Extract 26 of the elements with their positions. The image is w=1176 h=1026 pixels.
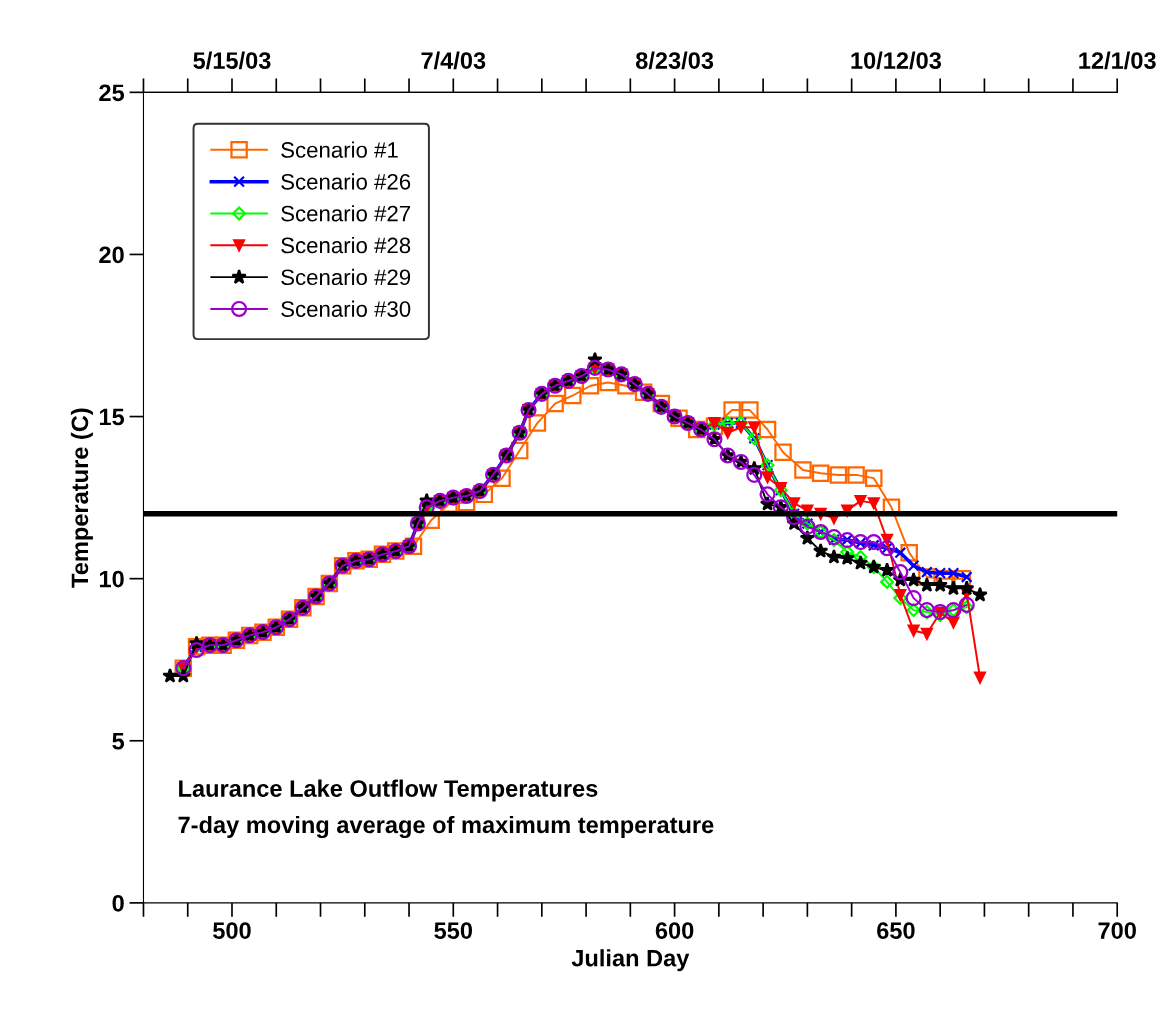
y-tick-label: 15 bbox=[99, 408, 125, 426]
x2-tick-label: 5/15/03 bbox=[193, 51, 271, 70]
legend-label: Scenario #27 bbox=[281, 205, 411, 222]
x-tick-label: 550 bbox=[434, 922, 473, 939]
x2-tick-label: 7/4/03 bbox=[421, 51, 486, 70]
x-axis-title: Julian Day bbox=[571, 949, 690, 972]
x-tick-label: 700 bbox=[1098, 922, 1136, 939]
x-tick-label: 650 bbox=[877, 922, 915, 939]
y-tick-label: 0 bbox=[112, 894, 124, 912]
legend-label: Scenario #26 bbox=[281, 173, 411, 190]
legend-label: Scenario #29 bbox=[281, 268, 411, 286]
x-tick-label: 500 bbox=[213, 922, 251, 939]
x-tick-label: 600 bbox=[655, 922, 694, 939]
y-axis-title: Temperature (C) bbox=[70, 408, 93, 588]
x2-tick-label: 10/12/03 bbox=[851, 51, 941, 70]
y-tick-label: 25 bbox=[99, 84, 125, 102]
y-tick-label: 10 bbox=[99, 570, 124, 588]
y-tick-label: 20 bbox=[99, 246, 124, 264]
annotation: 7-day moving average of maximum temperature bbox=[178, 815, 714, 839]
legend-label: Scenario #1 bbox=[281, 141, 398, 158]
y-tick-label: 5 bbox=[112, 733, 125, 750]
annotation: Laurance Lake Outflow Temperatures bbox=[179, 779, 598, 802]
x2-tick-label: 12/1/03 bbox=[1079, 51, 1156, 70]
x2-tick-label: 8/23/03 bbox=[635, 51, 714, 70]
legend-label: Scenario #30 bbox=[281, 300, 411, 317]
legend-label: Scenario #28 bbox=[281, 236, 411, 254]
